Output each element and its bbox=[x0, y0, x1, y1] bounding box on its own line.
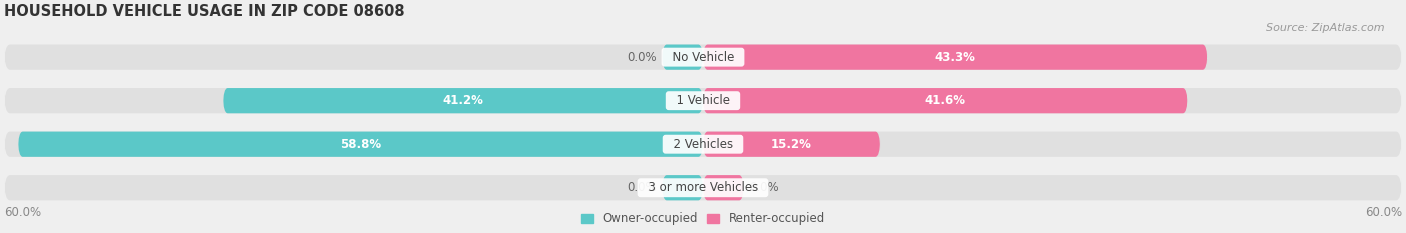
Text: 0.0%: 0.0% bbox=[627, 51, 657, 64]
Text: 43.3%: 43.3% bbox=[935, 51, 976, 64]
FancyBboxPatch shape bbox=[703, 175, 744, 200]
Text: HOUSEHOLD VEHICLE USAGE IN ZIP CODE 08608: HOUSEHOLD VEHICLE USAGE IN ZIP CODE 0860… bbox=[4, 4, 405, 19]
FancyBboxPatch shape bbox=[4, 45, 1402, 70]
Text: No Vehicle: No Vehicle bbox=[665, 51, 741, 64]
Text: 58.8%: 58.8% bbox=[340, 138, 381, 151]
Text: 41.6%: 41.6% bbox=[925, 94, 966, 107]
FancyBboxPatch shape bbox=[4, 132, 1402, 157]
Text: 60.0%: 60.0% bbox=[1365, 206, 1402, 219]
FancyBboxPatch shape bbox=[662, 45, 703, 70]
Text: 41.2%: 41.2% bbox=[443, 94, 484, 107]
FancyBboxPatch shape bbox=[703, 45, 1208, 70]
Text: 15.2%: 15.2% bbox=[770, 138, 811, 151]
Text: 60.0%: 60.0% bbox=[4, 206, 41, 219]
FancyBboxPatch shape bbox=[224, 88, 703, 113]
Text: 0.0%: 0.0% bbox=[749, 181, 779, 194]
Legend: Owner-occupied, Renter-occupied: Owner-occupied, Renter-occupied bbox=[576, 208, 830, 230]
Text: 0.0%: 0.0% bbox=[627, 181, 657, 194]
Text: 3 or more Vehicles: 3 or more Vehicles bbox=[641, 181, 765, 194]
Text: Source: ZipAtlas.com: Source: ZipAtlas.com bbox=[1267, 23, 1385, 33]
FancyBboxPatch shape bbox=[703, 88, 1188, 113]
FancyBboxPatch shape bbox=[4, 88, 1402, 113]
FancyBboxPatch shape bbox=[4, 175, 1402, 200]
Text: 1 Vehicle: 1 Vehicle bbox=[669, 94, 737, 107]
FancyBboxPatch shape bbox=[662, 175, 703, 200]
FancyBboxPatch shape bbox=[18, 132, 703, 157]
FancyBboxPatch shape bbox=[703, 132, 880, 157]
Text: 2 Vehicles: 2 Vehicles bbox=[665, 138, 741, 151]
